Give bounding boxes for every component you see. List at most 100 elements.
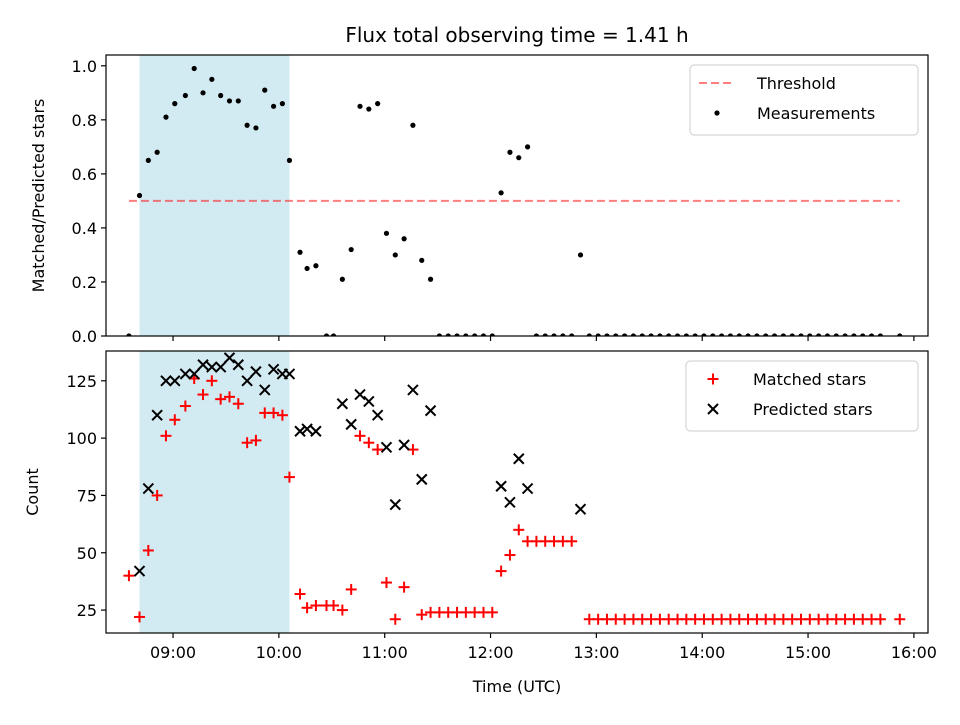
matched-stars-point: [215, 393, 227, 405]
measurement-point: [172, 101, 178, 107]
matched-stars-point: [250, 434, 262, 446]
predicted-stars-point: [188, 368, 200, 380]
y-tick-label: 0.8: [72, 111, 97, 130]
measurement-point: [763, 333, 769, 336]
measurement-point: [392, 252, 398, 258]
matched-stars-point: [354, 430, 366, 442]
measurement-point: [244, 122, 250, 128]
measurement-point: [542, 333, 548, 336]
matched-stars-point: [283, 471, 295, 483]
measurement-point: [313, 263, 319, 269]
measurement-point: [727, 333, 734, 336]
measurement-point: [648, 333, 654, 336]
measurement-point: [262, 87, 268, 93]
measurement-point: [253, 125, 259, 131]
y-tick-label: 25: [77, 601, 97, 620]
matched-stars-point: [197, 389, 209, 401]
x-tick-label: 09:00: [150, 643, 196, 662]
measurement-point: [136, 192, 143, 199]
measurement-point: [445, 333, 451, 336]
measurement-point: [719, 333, 725, 336]
measurement-point: [816, 333, 822, 336]
measurement-point: [200, 90, 206, 96]
predicted-stars-point: [206, 361, 218, 373]
matched-stars-point: [301, 602, 313, 614]
predicted-stars-point: [169, 375, 181, 387]
axes-frame: [105, 54, 929, 337]
matched-stars-point: [268, 407, 280, 419]
measurement-point: [480, 333, 487, 336]
measurement-point: [569, 333, 575, 336]
predicted-stars-point: [310, 425, 322, 437]
measurement-point: [366, 106, 372, 112]
measurement-point: [235, 98, 241, 104]
axes-frame: [105, 350, 929, 634]
measurement-point: [771, 333, 778, 336]
predicted-stars-point: [407, 384, 419, 396]
measurement-point: [666, 333, 672, 336]
measurement-point: [683, 333, 689, 336]
measurement-point: [182, 92, 188, 99]
measurement-point: [126, 333, 132, 336]
matched-stars-point: [134, 611, 146, 623]
matched-stars-point: [495, 565, 507, 577]
measurement-point: [754, 333, 760, 336]
measurement-point: [436, 333, 442, 336]
predicted-stars-point: [574, 503, 587, 515]
measurement-point: [798, 333, 804, 336]
legend-matched-swatch: [707, 373, 719, 385]
legend: Matched stars Predicted stars: [685, 360, 919, 432]
predicted-stars-point: [354, 388, 366, 401]
measurement-point: [604, 333, 610, 336]
measurement-point: [780, 333, 786, 336]
predicted-stars-point: [241, 375, 253, 387]
predicted-stars-point: [416, 473, 428, 486]
measurement-point: [279, 101, 285, 107]
x-tick-label: 13:00: [573, 643, 619, 662]
measurement-point: [842, 333, 848, 336]
predicted-stars-point: [283, 368, 296, 380]
legend-box: [689, 64, 919, 136]
predicted-stars-point: [513, 453, 525, 465]
legend-measurements-swatch: [714, 110, 720, 116]
measurement-point: [507, 149, 513, 155]
predicted-stars-point: [389, 498, 401, 511]
measurement-point: [710, 333, 716, 336]
predicted-stars-point: [363, 395, 375, 408]
measurement-point: [533, 333, 540, 336]
matched-stars-point: [142, 544, 154, 556]
top-panel: 0.0 0.2 0.4 0.6 0.8 1.0 Matched/Predicted star…: [29, 54, 929, 346]
y-tick-label: 0.6: [72, 165, 97, 184]
matched-stars-point: [486, 606, 498, 618]
measurement-point: [163, 114, 169, 120]
predicted-stars-point: [214, 361, 227, 373]
measurement-point: [297, 249, 303, 255]
legend-label: Threshold: [756, 74, 836, 93]
measurement-point: [226, 98, 233, 104]
measurement-point: [383, 230, 390, 236]
measurement-point: [833, 333, 839, 336]
legend: Threshold Measurements: [689, 64, 919, 136]
predicted-stars-point: [151, 409, 163, 421]
predicted-stars-point: [301, 423, 313, 435]
predicted-stars-point: [521, 482, 534, 495]
matched-stars-point: [232, 398, 244, 410]
matched-stars-point: [398, 581, 410, 593]
matched-stars-point: [336, 604, 348, 616]
observing-window-shade: [139, 351, 290, 633]
measurement-point: [419, 257, 425, 263]
legend-label: Matched stars: [753, 370, 866, 389]
measurement-point: [560, 333, 566, 336]
predicted-stars-point: [250, 365, 262, 378]
predicted-stars-point: [424, 404, 437, 417]
x-tick-label: 12:00: [467, 643, 513, 662]
matched-stars-point: [123, 570, 135, 582]
measurement-point: [323, 333, 330, 336]
matched-stars-point: [160, 430, 172, 442]
predicted-stars-point: [160, 375, 172, 387]
legend-label: Measurements: [757, 104, 875, 123]
matched-stars-point: [389, 613, 401, 625]
plot-area: [123, 352, 906, 625]
x-tick-label: 11:00: [362, 643, 408, 662]
